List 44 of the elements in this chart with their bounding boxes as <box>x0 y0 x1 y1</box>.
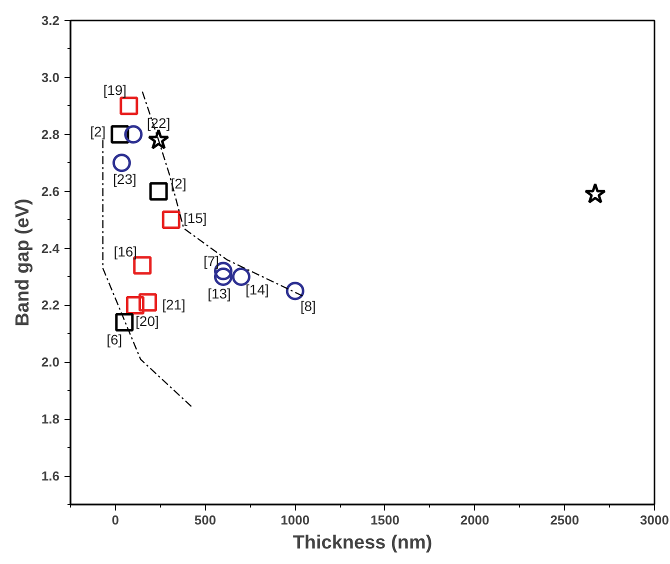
point <box>138 293 158 312</box>
y-tick-label: 1.6 <box>41 468 60 484</box>
point <box>124 125 143 144</box>
annotation: [14] <box>246 282 269 298</box>
annotation: [15] <box>183 210 207 226</box>
annotation: [19] <box>103 82 127 98</box>
x-axis-title: Thickness (nm) <box>292 532 432 554</box>
annotation: [2] <box>90 123 106 140</box>
annotation: [13] <box>208 286 231 302</box>
y-tick-label: 2.6 <box>41 184 60 199</box>
x-tick-label: 2500 <box>550 512 580 528</box>
x-tick-label: 2000 <box>460 512 490 528</box>
x-tick-label: 1500 <box>370 512 400 528</box>
y-tick-label: 3.0 <box>41 70 60 85</box>
annotation: [20] <box>136 313 159 330</box>
point <box>162 210 180 230</box>
y-axis-title: Band gap (eV) <box>12 198 34 326</box>
point <box>286 282 304 300</box>
point <box>232 268 250 286</box>
annotation: [7] <box>203 253 220 270</box>
annotation: [21] <box>162 296 186 312</box>
y-tick-label: 2.0 <box>41 354 60 370</box>
annotation: [8] <box>300 298 316 314</box>
y-tick-label: 1.8 <box>41 412 60 427</box>
point <box>584 182 606 204</box>
x-tick-label: 3000 <box>640 512 669 528</box>
annotation: [23] <box>113 170 136 187</box>
y-tick-label: 2.4 <box>41 240 60 256</box>
y-tick-label: 2.8 <box>41 126 60 142</box>
annotation: [2] <box>170 175 186 192</box>
x-tick-label: 0 <box>112 512 120 528</box>
point <box>149 182 168 201</box>
point <box>115 313 134 332</box>
y-tick-label: 3.2 <box>41 13 60 28</box>
point <box>120 96 138 116</box>
x-tick-label: 1000 <box>280 512 310 528</box>
x-tick-label: 500 <box>194 512 216 528</box>
point <box>214 268 232 286</box>
y-tick-label: 2.2 <box>41 298 60 313</box>
annotation: [22] <box>146 115 170 132</box>
point <box>112 154 131 172</box>
annotation: [6] <box>106 331 122 348</box>
annotation: [16] <box>114 243 138 260</box>
point <box>126 296 144 314</box>
